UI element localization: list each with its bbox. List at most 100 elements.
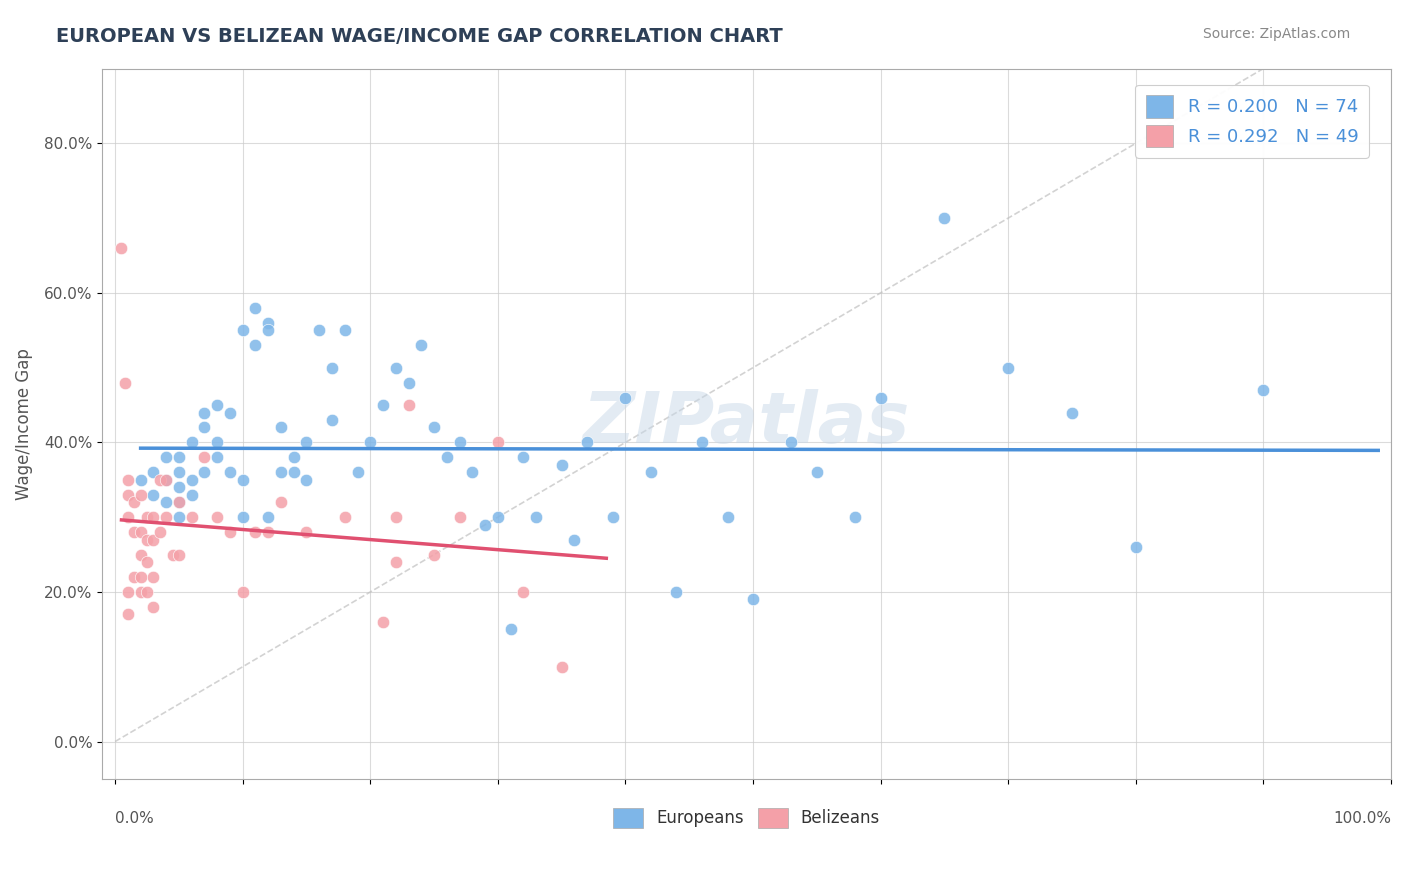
Point	[232, 473, 254, 487]
Point	[1125, 540, 1147, 554]
Point	[167, 548, 190, 562]
Point	[742, 592, 765, 607]
Point	[149, 473, 172, 487]
Point	[180, 488, 202, 502]
Point	[180, 435, 202, 450]
Point	[193, 450, 215, 465]
Point	[806, 466, 828, 480]
Point	[474, 517, 496, 532]
Point	[129, 488, 152, 502]
Point	[997, 360, 1019, 375]
Point	[461, 466, 484, 480]
Point	[180, 510, 202, 524]
Point	[499, 623, 522, 637]
Point	[142, 533, 165, 547]
Point	[193, 405, 215, 419]
Point	[869, 391, 891, 405]
Text: 0.0%: 0.0%	[115, 811, 153, 826]
Point	[257, 525, 280, 540]
Text: EUROPEAN VS BELIZEAN WAGE/INCOME GAP CORRELATION CHART: EUROPEAN VS BELIZEAN WAGE/INCOME GAP COR…	[56, 27, 783, 45]
Point	[110, 241, 132, 255]
Point	[155, 473, 177, 487]
Point	[436, 450, 458, 465]
Point	[142, 466, 165, 480]
Point	[122, 495, 145, 509]
Point	[512, 450, 534, 465]
Point	[385, 510, 408, 524]
Point	[486, 435, 509, 450]
Point	[411, 338, 433, 352]
Point	[333, 510, 356, 524]
Point	[136, 555, 159, 569]
Point	[398, 376, 420, 390]
Point	[117, 488, 139, 502]
Point	[245, 338, 267, 352]
Point	[283, 450, 305, 465]
Point	[155, 510, 177, 524]
Point	[844, 510, 866, 524]
Point	[449, 435, 471, 450]
Point	[385, 360, 408, 375]
Point	[136, 533, 159, 547]
Point	[117, 607, 139, 622]
Point	[257, 316, 280, 330]
Point	[398, 398, 420, 412]
Y-axis label: Wage/Income Gap: Wage/Income Gap	[15, 348, 32, 500]
Point	[359, 435, 381, 450]
Point	[167, 466, 190, 480]
Point	[1060, 405, 1083, 419]
Point	[321, 360, 343, 375]
Point	[129, 585, 152, 599]
Point	[934, 211, 956, 225]
Point	[219, 525, 242, 540]
Point	[142, 570, 165, 584]
Point	[576, 435, 599, 450]
Point	[232, 323, 254, 337]
Point	[270, 466, 292, 480]
Point	[602, 510, 624, 524]
Text: Source: ZipAtlas.com: Source: ZipAtlas.com	[1202, 27, 1350, 41]
Point	[129, 473, 152, 487]
Point	[193, 420, 215, 434]
Point	[245, 525, 267, 540]
Point	[333, 323, 356, 337]
Point	[423, 548, 446, 562]
Point	[270, 420, 292, 434]
Point	[1253, 383, 1275, 397]
Point	[129, 548, 152, 562]
Point	[371, 615, 394, 629]
Point	[167, 495, 190, 509]
Point	[321, 413, 343, 427]
Point	[512, 585, 534, 599]
Legend: Europeans, Belizeans: Europeans, Belizeans	[606, 801, 887, 835]
Point	[129, 570, 152, 584]
Point	[295, 525, 318, 540]
Point	[232, 585, 254, 599]
Point	[283, 466, 305, 480]
Point	[136, 510, 159, 524]
Point	[346, 466, 368, 480]
Point	[385, 555, 408, 569]
Point	[142, 510, 165, 524]
Point	[524, 510, 547, 524]
Point	[205, 510, 228, 524]
Point	[257, 510, 280, 524]
Point	[550, 458, 572, 472]
Point	[690, 435, 713, 450]
Point	[149, 525, 172, 540]
Point	[245, 301, 267, 315]
Point	[232, 510, 254, 524]
Point	[122, 525, 145, 540]
Point	[550, 659, 572, 673]
Point	[142, 488, 165, 502]
Point	[295, 435, 318, 450]
Point	[295, 473, 318, 487]
Point	[167, 480, 190, 494]
Point	[142, 599, 165, 614]
Point	[117, 585, 139, 599]
Point	[180, 473, 202, 487]
Point	[167, 495, 190, 509]
Point	[640, 466, 662, 480]
Point	[129, 525, 152, 540]
Point	[117, 510, 139, 524]
